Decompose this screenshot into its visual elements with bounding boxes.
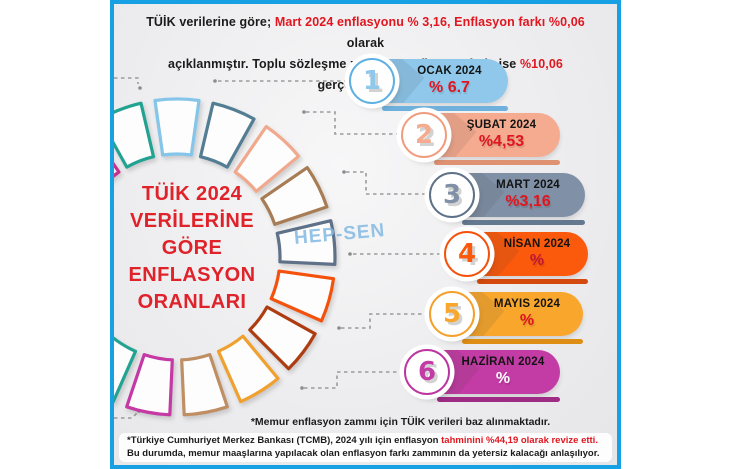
title-line: ENFLASYON bbox=[128, 264, 256, 286]
footnote-part: Bu durumda, memur maaşlarına yapılacak o… bbox=[127, 447, 600, 459]
month-label: NİSAN 2024 bbox=[503, 238, 571, 250]
title-line: VERİLERİNE bbox=[129, 210, 255, 232]
badge-number: 2 bbox=[414, 120, 434, 150]
badge-number: 1 bbox=[362, 66, 382, 96]
number-badge: 2 bbox=[401, 112, 447, 158]
donut-segment bbox=[125, 353, 174, 417]
donut-segment bbox=[248, 305, 317, 371]
month-label: MAYIS 2024 bbox=[493, 298, 561, 310]
banner-highlight: Mart 2024 enflasyonu % 3,16, Enflasyon f… bbox=[274, 15, 585, 29]
month-value: % bbox=[529, 252, 545, 269]
number-badge: 4 bbox=[444, 231, 490, 277]
donut-segment bbox=[216, 334, 280, 404]
banner-part: TÜİK verilerine göre; bbox=[146, 15, 275, 29]
footnote-highlight: tahminini %44,19 olarak revize etti. bbox=[441, 435, 598, 446]
pill-underline bbox=[382, 106, 508, 111]
number-badge: 3 bbox=[429, 172, 475, 218]
donut-segment bbox=[114, 101, 156, 169]
number-badge: 1 bbox=[349, 58, 395, 104]
month-label: OCAK 2024 bbox=[417, 65, 482, 77]
month-value: % bbox=[519, 312, 535, 329]
pill-underline bbox=[434, 160, 560, 165]
pill-text: MART 2024 %3,16 bbox=[477, 177, 579, 211]
pill-text: OCAK 2024 % 6.7 bbox=[397, 63, 502, 97]
donut-segment bbox=[153, 97, 201, 157]
donut-segment bbox=[114, 336, 138, 404]
pill-text: MAYIS 2024 % bbox=[477, 296, 577, 330]
title-line: GÖRE bbox=[161, 237, 223, 259]
hepsen-watermark: HEP-SEN bbox=[293, 220, 387, 249]
pill-text: NİSAN 2024 % bbox=[492, 236, 582, 270]
badge-number: 5 bbox=[442, 299, 462, 329]
donut-segment bbox=[198, 101, 256, 169]
banner-part: olarak bbox=[346, 36, 385, 50]
month-label: MART 2024 bbox=[496, 179, 560, 191]
pill-text: HAZİRAN 2024 % bbox=[452, 354, 554, 388]
month-label: HAZİRAN 2024 bbox=[461, 356, 545, 368]
month-value: %4,53 bbox=[478, 133, 525, 150]
month-value: % bbox=[495, 370, 511, 387]
number-badge: 5 bbox=[429, 291, 475, 337]
pill-underline bbox=[462, 339, 583, 344]
infographic-card: TÜİK verilerine göre; Mart 2024 enflasyo… bbox=[110, 0, 621, 469]
badge-number: 4 bbox=[457, 239, 477, 269]
footnote-memur: *Memur enflasyon zammı için TÜİK veriler… bbox=[250, 416, 551, 428]
title-line: TÜİK 2024 bbox=[141, 183, 243, 205]
pill-underline bbox=[477, 279, 588, 284]
footnote-part: *Türkiye Cumhuriyet Merkez Bankası (TCMB… bbox=[127, 435, 442, 446]
pill-text: ŞUBAT 2024 %4,53 bbox=[449, 117, 554, 151]
donut-center-title: TÜİK 2024 VERİLERİNE GÖRE ENFLASYON ORAN… bbox=[114, 181, 297, 316]
banner-highlight: %10,06 bbox=[519, 57, 563, 71]
number-badge: 6 bbox=[404, 349, 450, 395]
month-label: ŞUBAT 2024 bbox=[466, 119, 537, 131]
badge-number: 6 bbox=[417, 357, 437, 387]
pill-underline bbox=[437, 397, 560, 402]
donut-segment bbox=[180, 353, 229, 417]
pill-underline bbox=[462, 220, 585, 225]
footnote-tcmb: *Türkiye Cumhuriyet Merkez Bankası (TCMB… bbox=[119, 433, 612, 462]
title-line: ORANLARI bbox=[137, 291, 247, 313]
badge-number: 3 bbox=[442, 180, 462, 210]
month-value: % 6.7 bbox=[429, 79, 470, 96]
month-value: %3,16 bbox=[505, 193, 551, 210]
